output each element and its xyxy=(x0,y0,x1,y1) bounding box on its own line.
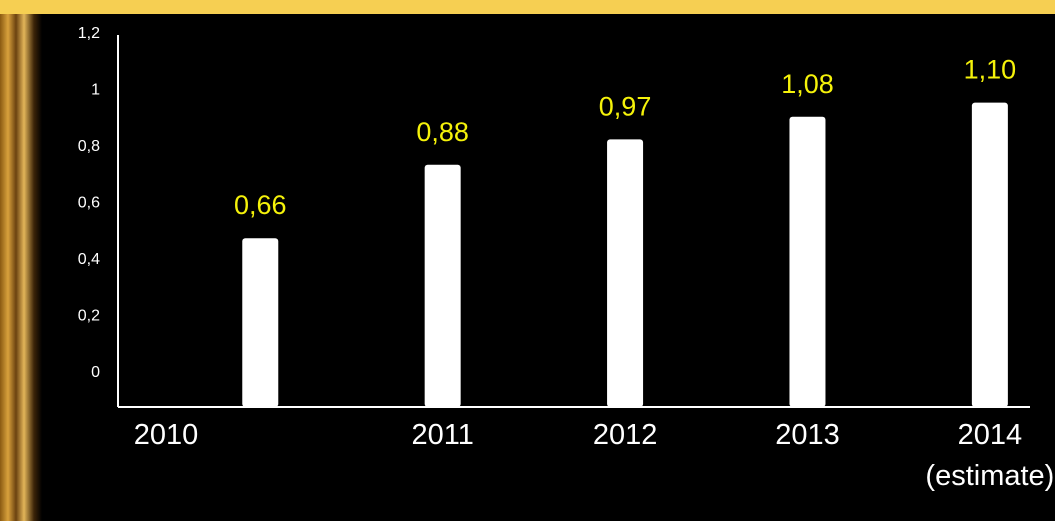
y-tick-label: 0,6 xyxy=(78,195,100,212)
category-label-2013: 2013 xyxy=(775,419,840,451)
data-label-2013: 1,08 xyxy=(781,69,834,99)
y-tick-label: 0,2 xyxy=(78,308,100,325)
bars xyxy=(242,102,1008,407)
data-label-2012: 0,97 xyxy=(599,91,652,121)
bar-2011 xyxy=(424,164,461,407)
y-tick-label: 0,8 xyxy=(78,138,100,155)
data-labels: 0,66 0,88 0,97 1,08 1,10 xyxy=(234,55,1016,221)
y-tick-label: 1,2 xyxy=(78,25,100,42)
bar-2012 xyxy=(607,139,644,407)
y-tick-labels: 0 0,2 0,4 0,6 0,8 1 1,2 xyxy=(78,25,100,381)
category-label-2012: 2012 xyxy=(593,419,658,451)
category-label-2011: 2011 xyxy=(411,419,473,451)
y-tick-label: 0 xyxy=(91,364,100,381)
y-tick-label: 1 xyxy=(91,82,100,99)
data-label-2011: 0,88 xyxy=(416,117,469,147)
y-tick-label: 0,4 xyxy=(78,251,100,268)
data-label-2014: 1,10 xyxy=(964,55,1017,85)
category-label-2010: 2010 xyxy=(134,419,199,451)
category-sublabel-2014: (estimate) xyxy=(925,460,1054,492)
data-label-2010: 0,66 xyxy=(234,190,287,220)
category-labels: 2010 2011 2012 2013 2014 (estimate) xyxy=(134,419,1055,492)
bar-2010 xyxy=(242,238,279,407)
bar-2013 xyxy=(789,116,826,407)
category-label-2014: 2014 xyxy=(958,419,1023,451)
bar-2014 xyxy=(971,102,1008,407)
